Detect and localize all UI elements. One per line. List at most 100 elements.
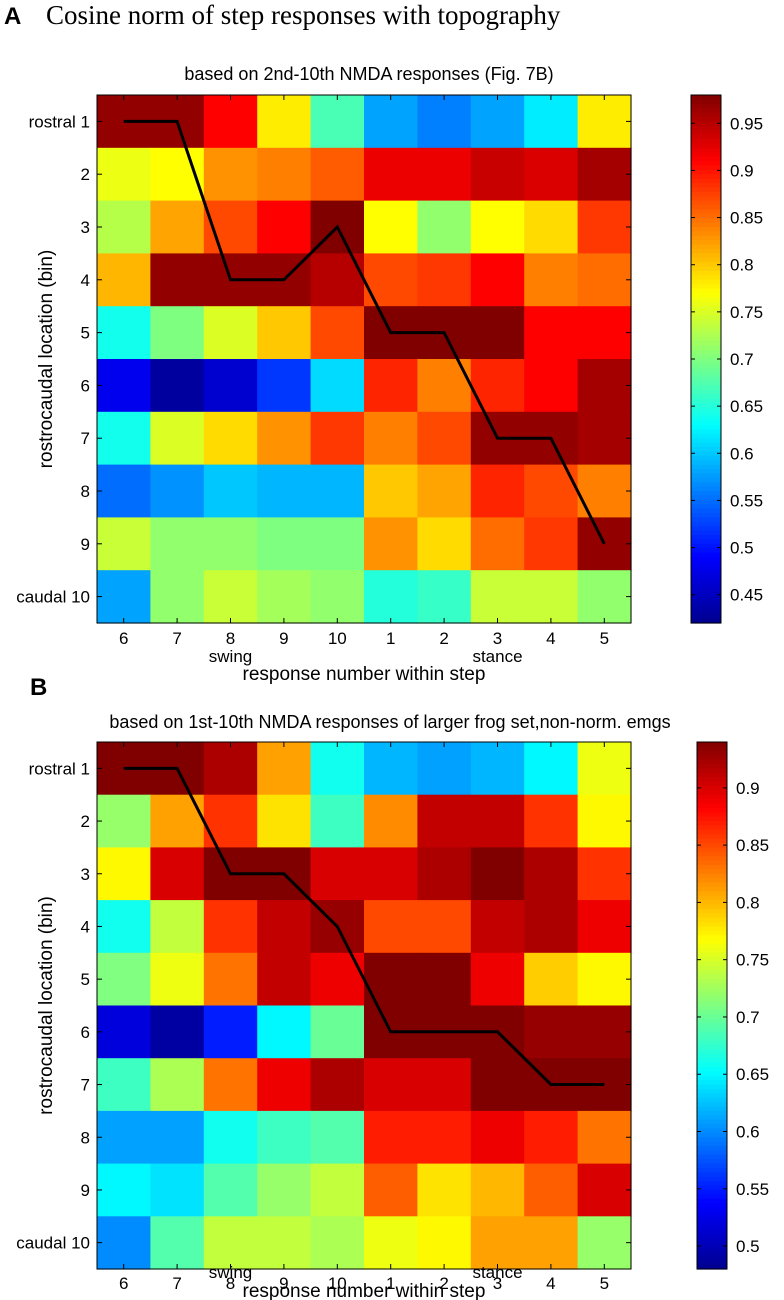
heatmap-cell [310,794,365,848]
heatmap-cell [577,570,632,624]
heatmap-cell [577,847,632,901]
heatmap-cell [97,253,151,307]
heatmap-cell [417,1110,472,1165]
colorbar-slice [691,372,721,378]
colorbar-tick-label: 0.8 [730,256,754,275]
colorbar-slice [691,394,721,400]
heatmap-cell [257,1058,312,1112]
colorbar-slice [697,843,727,848]
colorbar-slice [697,974,727,980]
colorbar-slice [697,922,727,928]
colorbar-slice [691,579,721,584]
colorbar-tick-label: 0.75 [736,951,769,970]
y-tick-label: 8 [81,482,90,501]
colorbar-slice [691,557,721,562]
colorbar-slice [697,1198,727,1204]
colorbar-slice [697,1080,727,1086]
colorbar-slice [691,482,721,488]
heatmap-cell [257,464,312,518]
colorbar-slice [697,1181,727,1187]
colorbar-tick-label: 0.7 [730,350,754,369]
heatmap-cell [310,847,365,901]
x-tick-label: 4 [546,629,555,648]
colorbar-slice [697,794,727,800]
colorbar-slice [697,1005,727,1011]
heatmap-cell [364,794,418,848]
heatmap-cell [524,200,579,254]
heatmap-cell [310,742,365,796]
heatmap-cell [470,1110,525,1165]
x-tick-label: 9 [279,1274,288,1293]
colorbar-slice [691,526,721,532]
y-tick-label: 4 [81,271,90,290]
heatmap-cell [310,359,365,413]
colorbar-slice [697,746,727,752]
heatmap-a-title: based on 2nd-10th NMDA responses (Fig. 7… [184,64,553,84]
x-tick-label: 3 [493,1274,502,1293]
heatmap-cell [524,359,579,413]
heatmap-cell [310,464,365,518]
colorbar-slice [691,310,721,316]
colorbar-slice [691,187,721,193]
heatmap-cell [577,359,632,413]
y-tick-label: 5 [81,970,90,989]
colorbar-slice [691,341,721,347]
heatmap-cell [417,1163,472,1217]
colorbar-tick-label: 0.45 [730,586,763,605]
x-tick-label: 7 [172,629,181,648]
colorbar-slice [691,429,721,435]
heatmap-cell [470,570,525,624]
heatmap-cell [97,306,151,360]
colorbar-slice [691,438,721,444]
colorbar-slice [691,618,721,624]
colorbar-tick-label: 0.7 [736,1008,760,1027]
heatmap-cell [310,1163,365,1217]
colorbar-slice [697,1189,727,1195]
colorbar-slice [697,983,727,989]
colorbar-slice [691,275,721,281]
colorbar-slice [691,279,721,285]
colorbar-slice [697,1229,727,1235]
y-tick-label: 7 [81,429,90,448]
colorbar-slice [697,816,727,822]
colorbar-slice [697,1023,727,1029]
heatmap-cell [150,200,205,254]
colorbar-slice [697,781,727,787]
colorbar-slice [691,95,721,100]
colorbar-slice [697,750,727,756]
colorbar-slice [697,1031,727,1037]
heatmap-cell [150,411,205,466]
x-axis-label: response number within step [243,664,486,685]
colorbar-slice [697,1146,727,1152]
colorbar-slice [697,1045,727,1051]
colorbar-slice [697,803,727,809]
colorbar-slice [697,812,727,818]
heatmap-cell [203,952,258,1007]
colorbar-slice [691,125,721,131]
colorbar-slice [691,231,721,237]
colorbar-slice [691,561,721,567]
colorbar-tick-label: 0.75 [730,303,763,322]
x-tick-label: 10 [328,1274,347,1293]
colorbar-slice [697,1071,727,1077]
heatmap-cell [470,253,525,307]
heatmap-cell [470,1216,525,1270]
heatmap-cell [97,464,151,518]
y-tick-label: 6 [81,376,90,395]
colorbar-slice [691,486,721,492]
colorbar-slice [697,790,727,796]
colorbar-slice [697,799,727,805]
colorbar-slice [691,574,721,580]
colorbar-slice [691,249,721,254]
colorbar-slice [691,469,721,474]
panel-a-heading: Cosine norm of step responses with topog… [46,0,561,30]
colorbar-slice [697,965,727,971]
colorbar-slice [697,829,727,835]
heatmap-cell [97,1216,151,1270]
colorbar-slice [691,227,721,232]
heatmap-cell [257,794,312,848]
heatmap-cell [310,1058,365,1112]
x-tick-label: 6 [119,629,128,648]
colorbar-slice [691,147,721,153]
